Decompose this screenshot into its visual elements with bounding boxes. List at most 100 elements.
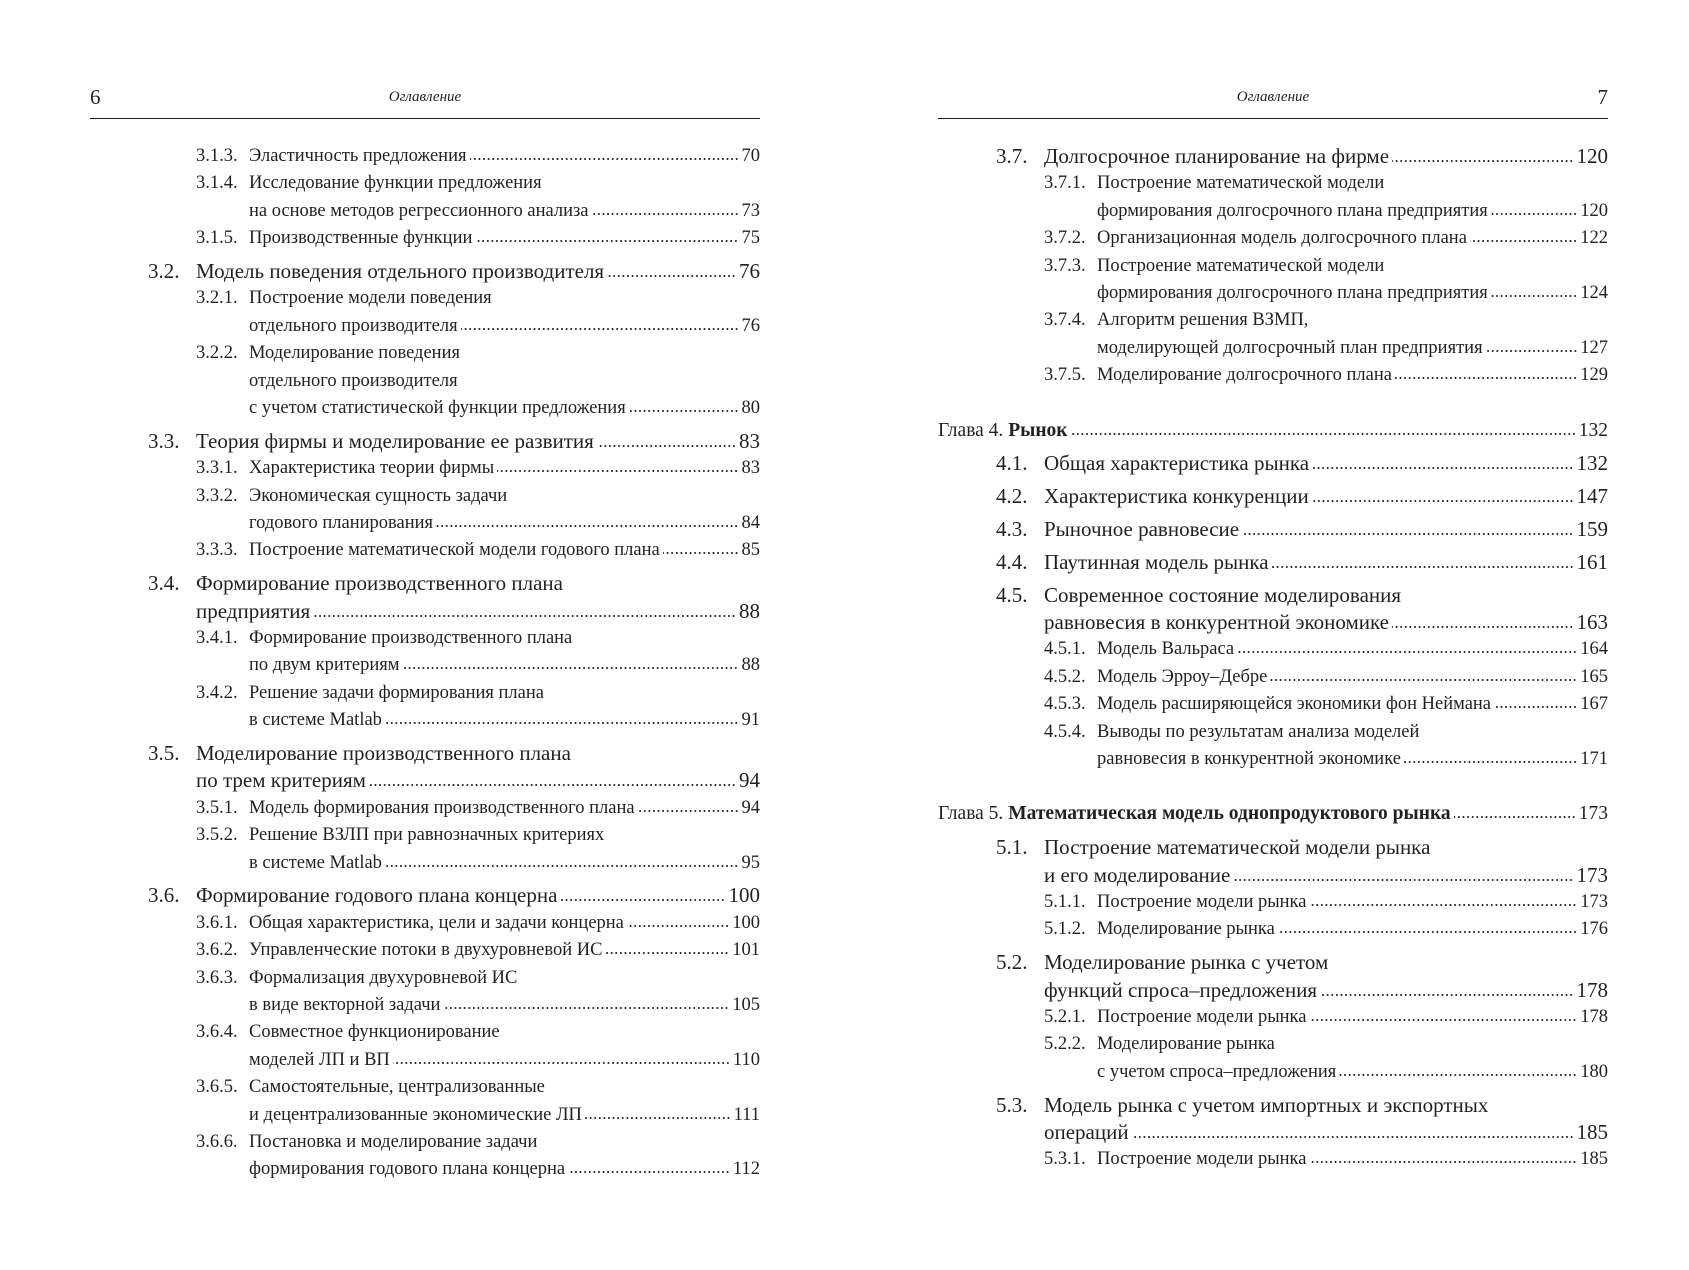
entry-number: 4.5.3. <box>1044 694 1086 715</box>
entry-title: Формализация двухуровневой ИС <box>249 967 518 988</box>
entry-number: 4.5.4. <box>1044 721 1086 742</box>
toc-line: Выводы по результатам анализа моделей <box>1097 719 1419 745</box>
toc-line: Формирование производственного плана <box>196 570 563 596</box>
dot-leader <box>596 441 736 448</box>
dot-leader <box>1392 157 1574 163</box>
toc-line: Производственные функции 75 <box>249 225 760 251</box>
page-ref: 111 <box>733 1104 760 1125</box>
toc-line: Постановка и моделирование задачи <box>249 1129 537 1155</box>
page-ref: 91 <box>741 710 761 731</box>
toc-line: Модель рынка с учетом импортных и экспор… <box>1044 1092 1488 1118</box>
page-ref: 167 <box>1580 694 1608 715</box>
entry-title: Решение ВЗЛП при равнозначных критериях <box>249 825 605 846</box>
entry-title: операций <box>1044 1120 1129 1144</box>
entry-title: моделирующей долгосрочный план предприят… <box>1097 337 1483 358</box>
running-header: Оглавление <box>388 89 462 105</box>
entry-title: Теория фирмы и моделирование ее развития <box>196 428 594 453</box>
entry-title: Паутинная модель рынка <box>1044 549 1269 574</box>
entry-number: 5.2.2. <box>1044 1034 1086 1055</box>
page-ref: 80 <box>741 398 761 418</box>
toc-line: Построение модели поведения <box>249 285 492 311</box>
entry-number: 4.5.1. <box>1044 639 1086 660</box>
entry-title: Построение модели рынка <box>1097 1149 1307 1170</box>
toc-line: Модель Вальраса 164 <box>1097 636 1608 662</box>
entry-title: функций спроса–предложения <box>1044 977 1318 1002</box>
dot-leader <box>313 611 736 618</box>
entry-title: Организационная модель долгосрочного пла… <box>1097 228 1467 249</box>
page-ref: 100 <box>728 883 761 908</box>
entry-number: 3.7.5. <box>1044 365 1086 386</box>
toc-line: Формирование производственного плана <box>249 625 572 651</box>
page-ref: 110 <box>732 1049 760 1070</box>
dot-leader <box>568 1168 730 1175</box>
toc-line: Долгосрочное планирование на фирме 120 <box>1044 143 1608 169</box>
entry-title: Алгоритм решения ВЗМП, <box>1097 310 1309 331</box>
dot-leader <box>1392 623 1574 629</box>
dot-leader <box>460 324 739 331</box>
dot-leader <box>1311 497 1574 504</box>
entry-number: 3.3.3. <box>196 540 238 561</box>
entry-number: 4.2. <box>996 484 1028 509</box>
page-ref: 127 <box>1580 337 1608 358</box>
entry-number: 3.3.2. <box>196 485 238 506</box>
entry-title: Модель расширяющейся экономики фон Нейма… <box>1097 694 1492 715</box>
page-ref: 185 <box>1580 1149 1608 1170</box>
entry-number: 5.1.2. <box>1044 919 1086 940</box>
entry-number: 4.1. <box>996 451 1028 476</box>
toc-line: Модель формирования производственного пл… <box>249 795 760 821</box>
entry-title: Экономическая сущность задачи <box>249 485 508 506</box>
toc-line: Решение ВЗЛП при равнозначных критериях <box>249 822 604 848</box>
entry-number: 3.7.4. <box>1044 310 1086 331</box>
dot-leader <box>584 1113 731 1120</box>
page-ref: 132 <box>1578 419 1608 441</box>
entry-title: в системе Matlab <box>249 710 382 731</box>
page-ref: 73 <box>741 200 761 221</box>
entry-title: Производственные функции <box>249 228 473 249</box>
entry-title: Решение задачи формирования плана <box>249 682 544 703</box>
page-ref: 164 <box>1580 639 1608 660</box>
dot-leader <box>392 1058 730 1065</box>
toc-line: Алгоритм решения ВЗМП, <box>1097 307 1308 333</box>
toc-line: Построение математической модели <box>1097 253 1384 279</box>
entry-number: 3.6.1. <box>196 912 238 933</box>
dot-leader <box>1309 1158 1578 1165</box>
entry-number: 3.4.1. <box>196 628 238 648</box>
dot-leader <box>1339 1070 1578 1077</box>
entry-title: предприятия <box>196 598 311 623</box>
entry-number: 3.1.5. <box>196 228 238 249</box>
page-ref: 171 <box>1580 749 1608 769</box>
toc-line: в системе Matlab 91 <box>249 707 760 733</box>
page-ref: 178 <box>1580 1007 1608 1027</box>
entry-title: формирования долгосрочного плана предпри… <box>1097 200 1488 221</box>
page-ref: 176 <box>1580 919 1608 940</box>
page-ref: 173 <box>1578 803 1608 825</box>
toc-line: Построение математической модели рынка <box>1044 834 1430 860</box>
header-rule <box>938 118 1608 119</box>
dot-leader <box>1270 675 1578 682</box>
dot-leader <box>591 209 739 216</box>
toc-line: Организационная модель долгосрочного пла… <box>1097 225 1608 251</box>
toc-line: с учетом спроса–предложения 180 <box>1097 1059 1608 1085</box>
page-ref: 122 <box>1580 228 1608 249</box>
entry-number: 5.1. <box>996 835 1028 860</box>
page-ref: 88 <box>739 598 760 623</box>
dot-leader <box>1320 990 1574 997</box>
dot-leader <box>1403 758 1578 764</box>
entry-title: Общая характеристика рынка <box>1044 451 1310 476</box>
toc-line: Глава 5. Математическая модель однопроду… <box>938 801 1608 827</box>
page-ref: 173 <box>1580 892 1608 912</box>
toc-line: Формирование годового плана концерна 100 <box>196 882 760 908</box>
toc-line: Глава 4. Рынок 132 <box>938 418 1608 444</box>
page-ref: 112 <box>732 1159 760 1180</box>
toc-line: по двум критериям 88 <box>249 652 760 678</box>
dot-leader <box>1070 429 1576 436</box>
entry-title: Математическая модель однопродуктового р… <box>1008 803 1451 825</box>
toc-line: Рыночное равновесие 159 <box>1044 516 1608 542</box>
entry-title: Современное состояние моделирования <box>1044 582 1402 607</box>
dot-leader <box>1312 464 1574 471</box>
dot-leader <box>605 949 730 956</box>
entry-title: Модель рынка с учетом импортных и экспор… <box>1044 1092 1489 1117</box>
entry-title: отдельного производителя <box>249 315 458 336</box>
entry-number: 3.1.3. <box>196 146 238 166</box>
right-page: 7 Оглавление 3.7. Долгосрочное планирован… <box>938 0 1608 1270</box>
